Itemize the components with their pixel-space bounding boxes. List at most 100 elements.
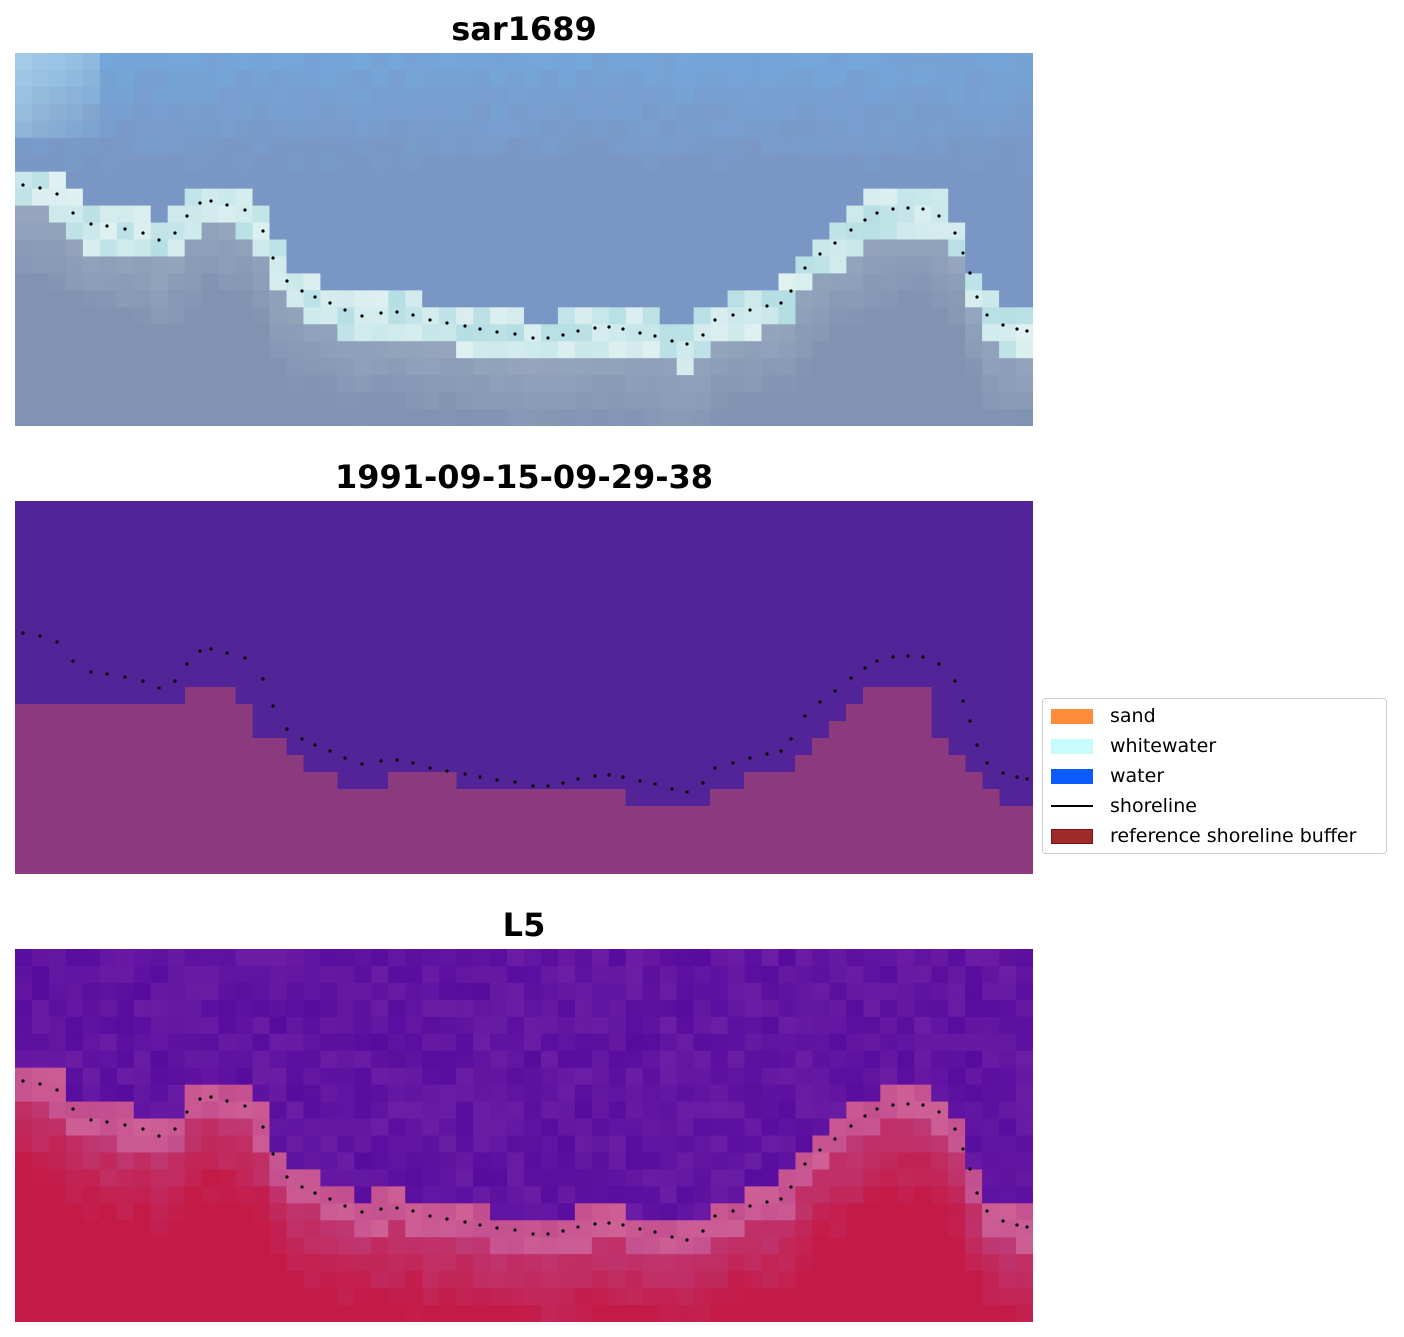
image-pixel xyxy=(574,1135,593,1154)
image-pixel xyxy=(31,171,50,190)
image-pixel xyxy=(133,1169,152,1187)
image-pixel xyxy=(82,290,101,308)
image-pixel xyxy=(31,341,50,359)
image-pixel xyxy=(133,1050,152,1069)
image-pixel xyxy=(795,154,814,173)
image-pixel xyxy=(982,1254,1000,1272)
image-pixel xyxy=(574,1203,593,1221)
image-pixel xyxy=(184,1101,203,1120)
image-pixel xyxy=(303,1084,321,1103)
image-pixel xyxy=(286,1050,305,1069)
image-pixel xyxy=(778,1135,797,1154)
image-pixel xyxy=(812,1050,830,1069)
image-pixel xyxy=(422,1033,440,1052)
image-pixel xyxy=(846,188,864,207)
image-pixel xyxy=(31,1186,50,1204)
image-pixel xyxy=(829,965,847,984)
image-pixel xyxy=(286,120,305,139)
image-pixel xyxy=(337,1271,355,1289)
image-pixel xyxy=(591,392,610,410)
image-pixel xyxy=(829,103,847,122)
image-pixel xyxy=(931,273,949,291)
image-pixel xyxy=(999,53,1017,71)
shoreline-dot xyxy=(495,778,499,782)
image-pixel xyxy=(965,1067,983,1086)
image-pixel xyxy=(625,273,644,291)
image-pixel xyxy=(286,103,305,122)
image-pixel xyxy=(167,949,186,967)
shoreline-dot xyxy=(445,769,449,773)
image-pixel xyxy=(303,949,321,967)
image-pixel xyxy=(863,1271,881,1289)
image-pixel xyxy=(965,1118,983,1137)
image-pixel xyxy=(405,69,423,88)
image-pixel xyxy=(99,375,118,393)
image-pixel xyxy=(761,409,780,426)
image-pixel xyxy=(948,1050,966,1069)
image-pixel xyxy=(269,1016,288,1035)
image-pixel xyxy=(473,1016,491,1035)
shoreline-dot xyxy=(849,1124,853,1128)
image-pixel xyxy=(405,324,423,342)
shoreline-dot xyxy=(173,231,177,235)
image-pixel xyxy=(727,1169,746,1187)
image-pixel xyxy=(354,205,372,224)
image-pixel xyxy=(99,103,118,122)
image-pixel xyxy=(914,1067,932,1086)
image-pixel xyxy=(999,188,1017,207)
image-pixel xyxy=(676,1203,695,1221)
image-pixel xyxy=(557,409,576,426)
image-pixel xyxy=(456,69,474,88)
image-pixel xyxy=(608,1152,627,1171)
image-pixel xyxy=(642,1118,661,1137)
image-pixel xyxy=(795,1152,814,1171)
shoreline-dot xyxy=(141,231,145,235)
image-pixel xyxy=(625,171,644,190)
image-pixel xyxy=(218,409,237,426)
image-pixel xyxy=(965,53,983,71)
shoreline-dot xyxy=(803,714,807,718)
shoreline-dot xyxy=(141,679,145,683)
image-pixel xyxy=(761,358,780,376)
image-pixel xyxy=(116,120,135,139)
image-pixel xyxy=(948,1067,966,1086)
image-pixel xyxy=(710,290,729,308)
image-pixel xyxy=(473,1135,491,1154)
image-pixel xyxy=(82,307,101,325)
image-pixel xyxy=(642,188,661,207)
image-pixel xyxy=(693,1169,712,1187)
image-pixel xyxy=(524,222,542,241)
image-pixel xyxy=(591,256,610,275)
image-pixel xyxy=(15,1152,33,1171)
image-pixel xyxy=(439,1016,457,1035)
shoreline-dot xyxy=(343,756,347,760)
image-pixel xyxy=(999,86,1017,105)
image-pixel xyxy=(540,1237,559,1255)
image-pixel xyxy=(999,205,1017,224)
image-pixel xyxy=(82,1220,101,1238)
image-pixel xyxy=(761,1033,780,1052)
shoreline-dot xyxy=(906,654,910,658)
image-pixel xyxy=(286,341,305,359)
image-pixel xyxy=(439,1084,457,1103)
image-pixel xyxy=(15,1169,33,1187)
image-pixel xyxy=(1016,239,1033,258)
image-pixel xyxy=(490,1118,508,1137)
shoreline-dot xyxy=(157,238,161,242)
image-pixel xyxy=(116,1152,135,1171)
image-pixel xyxy=(744,965,763,984)
image-pixel xyxy=(167,1135,186,1154)
image-pixel xyxy=(812,982,830,1001)
image-pixel xyxy=(676,222,695,241)
sand-overlay-block xyxy=(965,772,983,874)
shoreline-dot xyxy=(961,1147,965,1151)
image-pixel xyxy=(65,273,84,291)
image-pixel xyxy=(133,409,152,426)
image-pixel xyxy=(999,1305,1017,1322)
image-pixel xyxy=(625,409,644,426)
shoreline-dot xyxy=(313,295,317,299)
image-pixel xyxy=(371,1101,389,1120)
image-pixel xyxy=(591,1186,610,1204)
shoreline-dot xyxy=(921,655,925,659)
image-pixel xyxy=(422,409,440,426)
